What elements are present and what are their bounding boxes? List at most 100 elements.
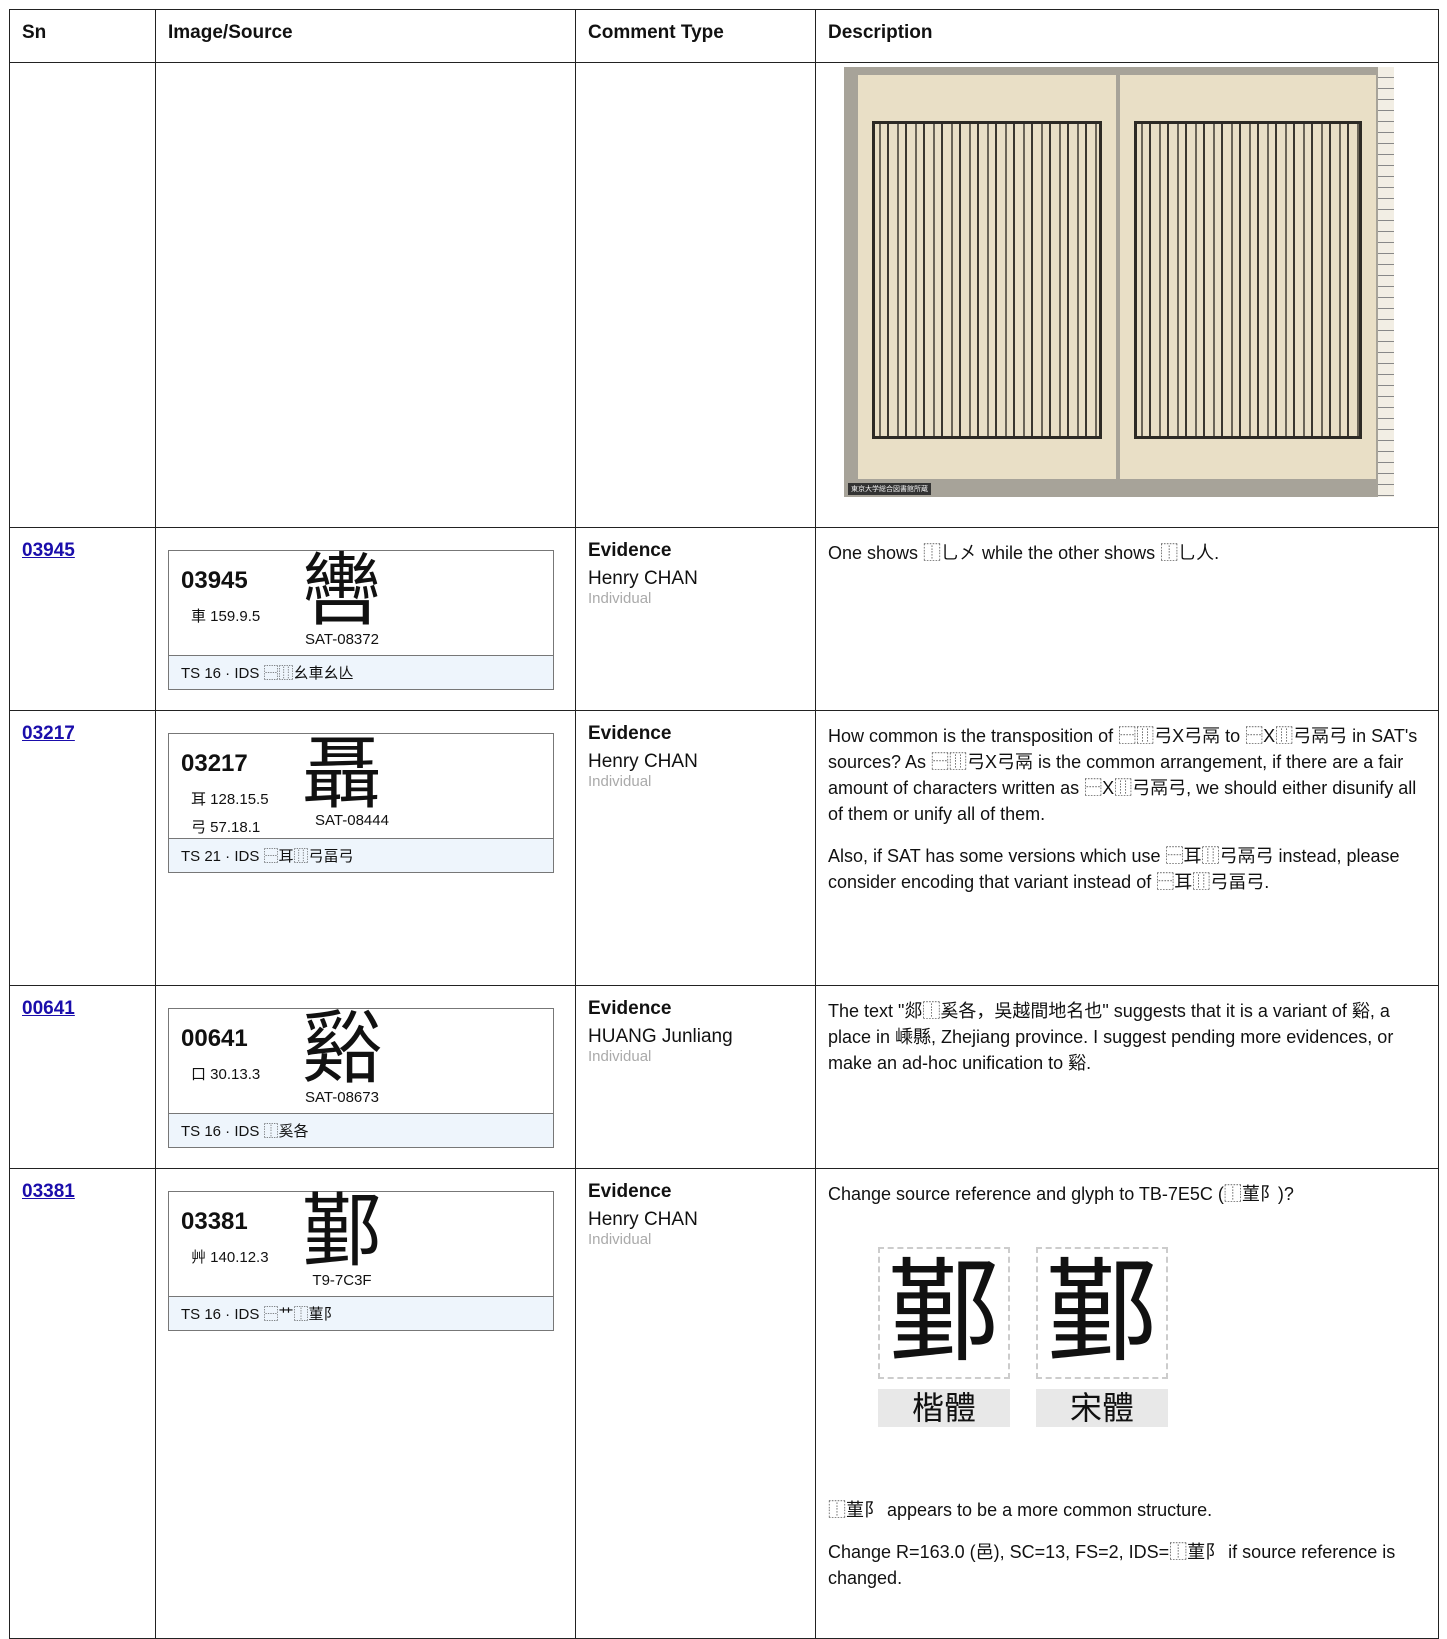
comment-cell: Evidence Henry CHAN Individual [575,527,816,711]
description-text: ⿰菫阝 appears to be a more common structur… [828,1500,1213,1520]
table-body: 東京大学総合図書館所蔵 03945 03945 車 159.9.5 轡 SAT-08372… [9,62,1439,1639]
card-top: 03381 艸 140.12.3 鄞 T9-7C3F [169,1188,553,1296]
comment-type: Evidence [588,723,672,744]
description-cell: The text "郯⿰奚各，吳越間地名也" suggests that it … [815,985,1439,1169]
comment-cell [575,62,816,528]
description-text: The text "郯⿰奚各，吳越間地名也" suggests that it … [828,1001,1394,1073]
card-radicals: 耳 128.15.5 弓 57.18.1 [191,786,269,842]
comment-cell: Evidence HUANG Junliang Individual [575,985,816,1169]
column-header: Description [815,9,1439,63]
image-cell: 03381 艸 140.12.3 鄞 T9-7C3F TS 16 · IDS ⿱艹⿰菫阝 [155,1168,576,1639]
sn-cell: 03945 [9,527,156,711]
card-radicals: 艸 140.12.3 [191,1244,269,1272]
radical: 車 159.9.5 [191,608,261,625]
comment-author: Henry CHAN [588,751,698,772]
radical: 口 30.13.3 [191,1066,261,1083]
image-cell [155,62,576,528]
sn-link[interactable]: 03381 [22,1181,75,1202]
card-top: 03217 耳 128.15.5 弓 57.18.1 聶 SAT-08444 [169,730,553,838]
image-cell: 03945 車 159.9.5 轡 SAT-08372 TS 16 · IDS ⿱⿲幺車… [155,527,576,711]
glyph-card: 03217 耳 128.15.5 弓 57.18.1 聶 SAT-08444 TS 21 … [168,730,554,873]
image-cell: 03217 耳 128.15.5 弓 57.18.1 聶 SAT-08444 TS 21 … [155,710,576,986]
header-row: Sn Image/Source Comment Type Description [9,9,1439,63]
book-page [1120,75,1376,479]
glyph-card: 00641 口 30.13.3 谿 SAT-08673 TS 16 · IDS ⿰奚各 [168,1005,554,1148]
book-page [858,75,1116,479]
photo-caption: 東京大学総合図書館所蔵 [848,483,931,495]
card-glyph: 聶 [302,727,382,820]
image-cell: 00641 口 30.13.3 谿 SAT-08673 TS 16 · IDS ⿰奚各 [155,985,576,1169]
description-cell: 東京大学総合図書館所蔵 [815,62,1439,528]
sn-link[interactable]: 03217 [22,723,75,744]
comment-role: Individual [588,1048,652,1065]
comment-type: Evidence [588,540,672,561]
comment-author: Henry CHAN [588,1209,698,1230]
card-number: 00641 [181,1025,248,1052]
card-glyph: 轡 [302,544,382,637]
card-glyph: 鄞 [302,1185,382,1278]
comment-type: Evidence [588,998,672,1019]
sn-link[interactable]: 00641 [22,998,75,1019]
figure-item: 鄞宋體 [1036,1247,1168,1427]
card-footer: TS 16 · IDS ⿰奚各 [169,1113,553,1147]
card-footer: TS 16 · IDS ⿱⿲幺車幺亾 [169,655,553,689]
comment-author: HUANG Junliang [588,1026,733,1047]
card-number: 03217 [181,750,248,777]
comment-cell: Evidence Henry CHAN Individual [575,1168,816,1639]
glyph-card: 03381 艸 140.12.3 鄞 T9-7C3F TS 16 · IDS ⿱艹⿰菫阝 [168,1188,554,1331]
radical: 耳 128.15.5 [191,791,269,808]
card-number: 03945 [181,567,248,594]
card-footer: TS 16 · IDS ⿱艹⿰菫阝 [169,1296,553,1330]
card-source: T9-7C3F [312,1272,372,1289]
figure-glyph: 鄞 [1036,1247,1168,1379]
figure-label: 宋體 [1036,1389,1168,1427]
comment-role: Individual [588,1231,652,1248]
description-text: One shows ⿰乚㐅 while the other shows ⿰乚人. [828,543,1220,563]
table-row: 00641 00641 口 30.13.3 谿 SAT-08673 TS 16 · IDS… [9,985,1439,1169]
card-footer: TS 21 · IDS ⿱耳⿲弓畐弓 [169,838,553,872]
card-source: SAT-08673 [305,1089,379,1106]
sn-link[interactable]: 03945 [22,540,75,561]
comment-cell: Evidence Henry CHAN Individual [575,710,816,986]
description-text: Change source reference and glyph to TB-… [828,1184,1294,1204]
comment-author: Henry CHAN [588,568,698,589]
ruler [1378,67,1394,497]
description-text: Also, if SAT has some versions which use… [828,846,1400,892]
column-header: Sn [9,9,156,63]
page-frame [872,121,1102,439]
figure-item: 鄞楷體 [878,1247,1010,1427]
table-row: 03217 03217 耳 128.15.5 弓 57.18.1 聶 SAT-08444 T… [9,710,1439,986]
table-row: 東京大学総合図書館所蔵 [9,62,1439,528]
page-frame [1134,121,1362,439]
card-top: 00641 口 30.13.3 谿 SAT-08673 [169,1005,553,1113]
card-radicals: 車 159.9.5 [191,603,260,631]
card-glyph: 谿 [302,1002,382,1095]
description-text: How common is the transposition of ⿱⿲弓X弓… [828,726,1418,824]
glyph-card: 03945 車 159.9.5 轡 SAT-08372 TS 16 · IDS ⿱⿲幺車… [168,547,554,690]
comment-table: Sn Image/Source Comment Type Description 東京… [9,9,1439,1639]
radical: 艸 140.12.3 [191,1249,269,1266]
sn-cell: 03381 [9,1168,156,1639]
sn-cell: 00641 [9,985,156,1169]
comment-type: Evidence [588,1181,672,1202]
card-source: SAT-08372 [305,631,379,648]
figure-glyph: 鄞 [878,1247,1010,1379]
description-cell: One shows ⿰乚㐅 while the other shows ⿰乚人. [815,527,1439,711]
sn-cell [9,62,156,528]
table-row: 03381 03381 艸 140.12.3 鄞 T9-7C3F TS 16 · IDS … [9,1168,1439,1639]
radical: 弓 57.18.1 [191,819,261,836]
book-photo: 東京大学総合図書館所蔵 [844,67,1394,497]
glyph-figure: 鄞楷體鄞宋體 [878,1247,1426,1427]
description-cell: Change source reference and glyph to TB-… [815,1168,1439,1639]
description-cell: How common is the transposition of ⿱⿲弓X弓… [815,710,1439,986]
card-radicals: 口 30.13.3 [191,1061,260,1089]
figure-label: 楷體 [878,1389,1010,1427]
comment-role: Individual [588,590,652,607]
card-top: 03945 車 159.9.5 轡 SAT-08372 [169,547,553,655]
column-header: Comment Type [575,9,816,63]
table-row: 03945 03945 車 159.9.5 轡 SAT-08372 TS 16 · IDS… [9,527,1439,711]
card-source: SAT-08444 [315,812,389,829]
sn-cell: 03217 [9,710,156,986]
column-header: Image/Source [155,9,576,63]
